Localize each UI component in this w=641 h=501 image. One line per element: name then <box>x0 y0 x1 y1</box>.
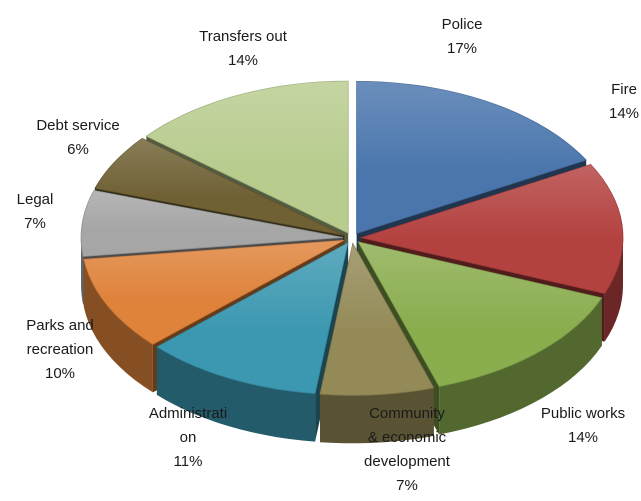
slice-rim-public-works <box>439 297 602 435</box>
slice-value-administration: 11% <box>174 453 203 470</box>
slice-labels: Police 17% Fire 14% Public works 14% Community… <box>17 16 639 494</box>
slice-label-parks-and-recreation-line-2: recreation <box>27 341 94 358</box>
slice-highlight-parks-and-recreation <box>83 240 344 345</box>
slice-rim-fire <box>604 237 623 342</box>
slice-highlight-community-economic-development <box>320 243 434 396</box>
slice-highlight-fire <box>361 164 623 294</box>
slice-label-legal: Legal <box>17 191 54 208</box>
slice-value-public-works: 14% <box>568 429 598 446</box>
slice-highlight-public-works <box>358 241 602 387</box>
slice-label-debt-service: Debt service <box>36 117 119 134</box>
slice-label-fire: Fire <box>611 81 637 98</box>
slice-label-transfers-out: Transfers out <box>199 28 288 45</box>
slice-highlight-debt-service <box>94 138 345 236</box>
slice-value-legal: 7% <box>24 215 46 232</box>
slice-value-parks-and-recreation: 10% <box>45 365 75 382</box>
slice-rim-administration <box>156 346 316 442</box>
slice-label-police: Police <box>442 16 483 33</box>
slice-value-police: 17% <box>447 40 477 57</box>
slice-value-transfers-out: 14% <box>228 52 258 69</box>
slice-tops <box>80 80 624 396</box>
slice-label-community-economic-development-line-2: & economic <box>368 429 447 446</box>
slice-value-fire: 14% <box>609 105 639 122</box>
slice-label-administration-line-2: on <box>180 429 197 446</box>
slice-highlight-transfers-out <box>146 81 349 234</box>
slice-value-community-economic-development: 7% <box>396 477 418 494</box>
slice-value-debt-service: 6% <box>67 141 89 158</box>
slice-label-administration-line-1: Administrati <box>149 405 227 422</box>
slice-rim-parks-and-recreation <box>83 259 153 393</box>
slice-rim-community-economic-development <box>320 387 434 444</box>
slice-label-community-economic-development-line-1: Community <box>369 405 445 422</box>
slice-highlight-legal <box>81 190 343 257</box>
slice-label-community-economic-development-line-3: development <box>364 453 451 470</box>
slice-label-parks-and-recreation-line-1: Parks and <box>26 317 94 334</box>
slice-highlight-police <box>356 81 587 234</box>
slice-label-public-works: Public works <box>541 405 625 422</box>
slice-highlight-administration <box>156 242 348 394</box>
